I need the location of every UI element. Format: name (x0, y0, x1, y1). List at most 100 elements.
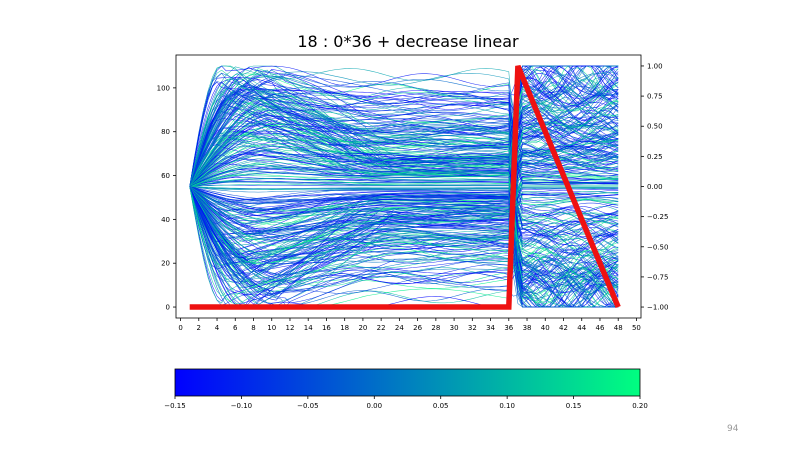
trajectory-line (189, 88, 619, 266)
x-tick-label: 36 (504, 324, 513, 332)
trajectory-line (189, 166, 619, 187)
trajectory-line (189, 186, 619, 262)
trajectory-line (189, 65, 619, 265)
x-tick-label: 4 (215, 324, 220, 332)
x-tick-label: 40 (541, 324, 550, 332)
trajectory-line (189, 186, 619, 308)
trajectory-line (189, 186, 619, 293)
trajectory-line (189, 72, 619, 239)
colorbar-tick-label: −0.10 (231, 402, 252, 410)
y-left-tick-label: 100 (157, 84, 170, 92)
trajectory-line (189, 183, 619, 289)
y-axis-left: 0 20 40 60 80 100 (157, 84, 176, 312)
trajectory-line (189, 159, 619, 187)
x-tick-label: 28 (431, 324, 440, 332)
trajectory-line (189, 65, 619, 187)
trajectory-line (189, 186, 619, 286)
trajectory-line (189, 77, 619, 187)
trajectory-line (189, 178, 619, 306)
trajectory-line (189, 186, 619, 308)
trajectory-line (189, 138, 619, 187)
trajectory-line (189, 161, 619, 304)
trajectory-line (189, 78, 619, 187)
trajectory-line (189, 186, 619, 288)
trajectory-line (189, 84, 619, 187)
trajectory-line (189, 65, 619, 187)
trajectory-line (189, 66, 619, 220)
trajectory-line (189, 65, 619, 187)
y-left-tick-label: 40 (161, 216, 170, 224)
trajectory-line (189, 83, 619, 187)
trajectory-line (189, 67, 619, 187)
trajectory-line (189, 82, 619, 308)
trajectory-line (189, 71, 619, 187)
trajectory-line (189, 186, 619, 308)
trajectory-line (189, 186, 619, 302)
trajectory-line (189, 86, 619, 204)
x-tick-label: 0 (178, 324, 182, 332)
y-right-tick-label: −0.75 (647, 273, 668, 281)
colorbar-tick-label: 0.20 (632, 402, 648, 410)
y-left-tick-label: 0 (166, 304, 170, 312)
trajectory-lines (189, 65, 619, 308)
trajectory-line (189, 186, 619, 264)
trajectory-line (189, 93, 619, 187)
trajectory-line (189, 98, 619, 187)
trajectory-line (189, 133, 619, 187)
trajectory-line (189, 84, 619, 187)
colorbar-tick-label: −0.15 (164, 402, 185, 410)
y-right-tick-label: 0.25 (647, 153, 663, 161)
trajectory-line (189, 186, 619, 295)
x-tick-label: 42 (559, 324, 568, 332)
trajectory-line (189, 66, 619, 203)
trajectory-line (189, 78, 619, 187)
trajectory-line (189, 74, 619, 187)
trajectory-line (189, 186, 619, 249)
trajectory-line (189, 138, 619, 280)
trajectory-line (189, 108, 619, 277)
colorbar-tick-label: 0.05 (433, 402, 449, 410)
trajectory-line (189, 120, 619, 216)
trajectory-line (189, 186, 619, 307)
trajectory-line (189, 146, 619, 234)
x-tick-label: 48 (614, 324, 623, 332)
reward-series (189, 64, 621, 310)
trajectory-line (189, 65, 619, 299)
colorbar-tick-label: 0.10 (499, 402, 515, 410)
x-tick-label: 32 (468, 324, 477, 332)
trajectory-line (189, 173, 619, 262)
trajectory-line (189, 163, 619, 187)
trajectory-line (189, 103, 619, 238)
trajectory-line (189, 156, 619, 225)
reward-line (189, 64, 621, 310)
y-right-tick-label: −0.50 (647, 243, 668, 251)
trajectory-line (189, 101, 619, 187)
trajectory-line (189, 108, 619, 296)
trajectory-line (189, 145, 619, 259)
trajectory-line (189, 72, 619, 187)
x-tick-label: 38 (523, 324, 532, 332)
trajectory-line (189, 185, 619, 297)
trajectory-line (189, 186, 619, 281)
x-tick-label: 2 (197, 324, 201, 332)
y-right-tick-label: −0.25 (647, 213, 668, 221)
x-axis: 0 2 4 6 8 10 12 14 16 18 20 22 24 26 28 30 32 34 36 38 40 42 4… (178, 318, 641, 332)
trajectory-line (189, 153, 619, 308)
trajectory-line (189, 68, 619, 187)
x-tick-label: 16 (322, 324, 331, 332)
x-tick-label: 20 (358, 324, 367, 332)
trajectory-line (189, 92, 619, 187)
trajectory-line (189, 176, 619, 308)
colorbar-axis: −0.15 −0.10 −0.05 0.00 0.05 0.10 0.15 0.20 (164, 396, 648, 410)
x-tick-label: 50 (632, 324, 641, 332)
trajectory-line (189, 107, 619, 252)
trajectory-line (189, 81, 619, 187)
x-tick-label: 12 (286, 324, 295, 332)
trajectory-line (189, 92, 619, 300)
x-tick-label: 26 (413, 324, 422, 332)
trajectory-line (189, 65, 619, 301)
trajectory-line (189, 155, 619, 275)
x-tick-label: 10 (267, 324, 276, 332)
x-tick-label: 24 (395, 324, 404, 332)
